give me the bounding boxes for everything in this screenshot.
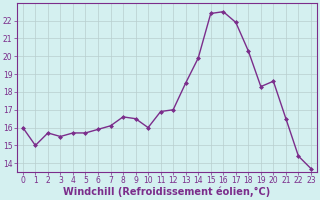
X-axis label: Windchill (Refroidissement éolien,°C): Windchill (Refroidissement éolien,°C) [63,187,270,197]
